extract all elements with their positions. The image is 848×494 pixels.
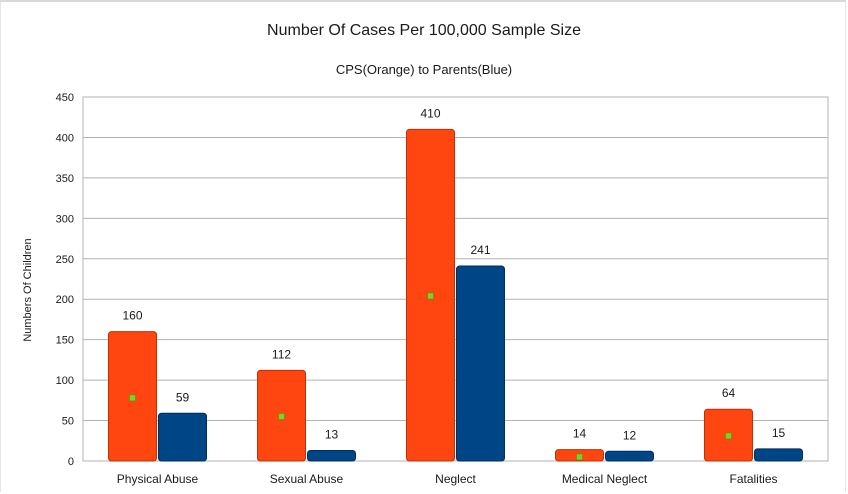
x-category-label: Neglect bbox=[435, 472, 476, 486]
bar-parents bbox=[605, 450, 654, 462]
data-label: 59 bbox=[176, 390, 190, 404]
y-tick-label: 350 bbox=[56, 173, 74, 185]
y-tick-label: 400 bbox=[56, 132, 74, 144]
chart-title: Number Of Cases Per 100,000 Sample Size bbox=[267, 22, 581, 39]
data-label: 64 bbox=[722, 386, 736, 400]
x-category-label: Medical Neglect bbox=[562, 472, 648, 486]
x-category-label: Physical Abuse bbox=[117, 472, 199, 486]
y-tick-label: 450 bbox=[56, 92, 74, 104]
y-tick-label: 50 bbox=[62, 416, 74, 428]
bar-parents bbox=[307, 449, 356, 462]
y-tick-label: 200 bbox=[56, 294, 74, 306]
bar-parents bbox=[158, 412, 207, 462]
data-label: 160 bbox=[122, 309, 142, 323]
series-marker bbox=[278, 413, 285, 420]
y-tick-label: 150 bbox=[56, 335, 74, 347]
y-tick-label: 0 bbox=[68, 456, 74, 468]
x-category-label: Sexual Abuse bbox=[270, 472, 344, 486]
series-marker bbox=[427, 292, 434, 300]
data-label: 12 bbox=[623, 428, 637, 442]
data-label: 13 bbox=[325, 427, 339, 441]
y-tick-label: 100 bbox=[56, 375, 74, 387]
series-marker bbox=[725, 432, 732, 440]
bar-parents bbox=[754, 448, 803, 462]
data-label: 112 bbox=[272, 347, 291, 361]
series-marker bbox=[129, 394, 136, 402]
plot-area bbox=[82, 96, 829, 462]
y-tick-label: 250 bbox=[56, 254, 74, 266]
data-label: 15 bbox=[772, 426, 786, 440]
bar-parents bbox=[456, 265, 505, 462]
chart-subtitle: CPS(Orange) to Parents(Blue) bbox=[335, 62, 513, 77]
series-marker bbox=[576, 453, 583, 461]
data-label: 14 bbox=[573, 427, 587, 441]
y-tick-label: 300 bbox=[56, 213, 74, 225]
data-label: 241 bbox=[470, 243, 490, 257]
data-label: 410 bbox=[420, 106, 440, 120]
x-category-label: Fatalities bbox=[729, 472, 777, 486]
